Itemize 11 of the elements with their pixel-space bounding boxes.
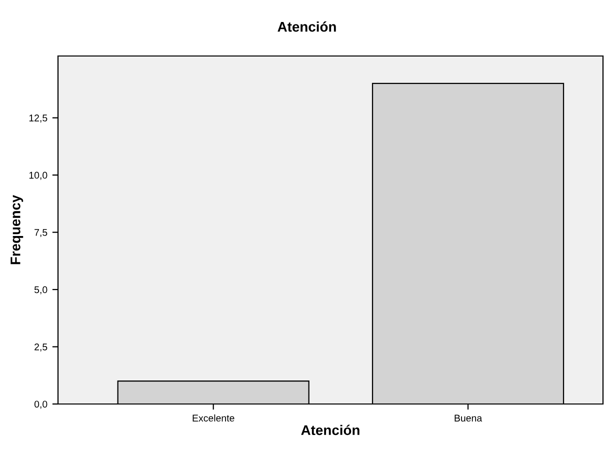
y-tick-label: 5,0 — [34, 286, 48, 294]
y-tick-label: 2,5 — [34, 343, 48, 352]
y-axis-title: Frequency — [10, 194, 24, 264]
y-tick-label: 7,5 — [34, 229, 48, 238]
chart-title: Atención — [278, 21, 336, 32]
x-tick-label: Excelente — [192, 414, 234, 422]
x-axis-title: Atención — [301, 424, 360, 436]
y-tick-label: 12,5 — [29, 114, 48, 123]
x-tick-label: Buena — [454, 414, 482, 422]
y-tick-label: 10,0 — [29, 172, 48, 180]
y-tick-label: 0,0 — [34, 400, 48, 409]
